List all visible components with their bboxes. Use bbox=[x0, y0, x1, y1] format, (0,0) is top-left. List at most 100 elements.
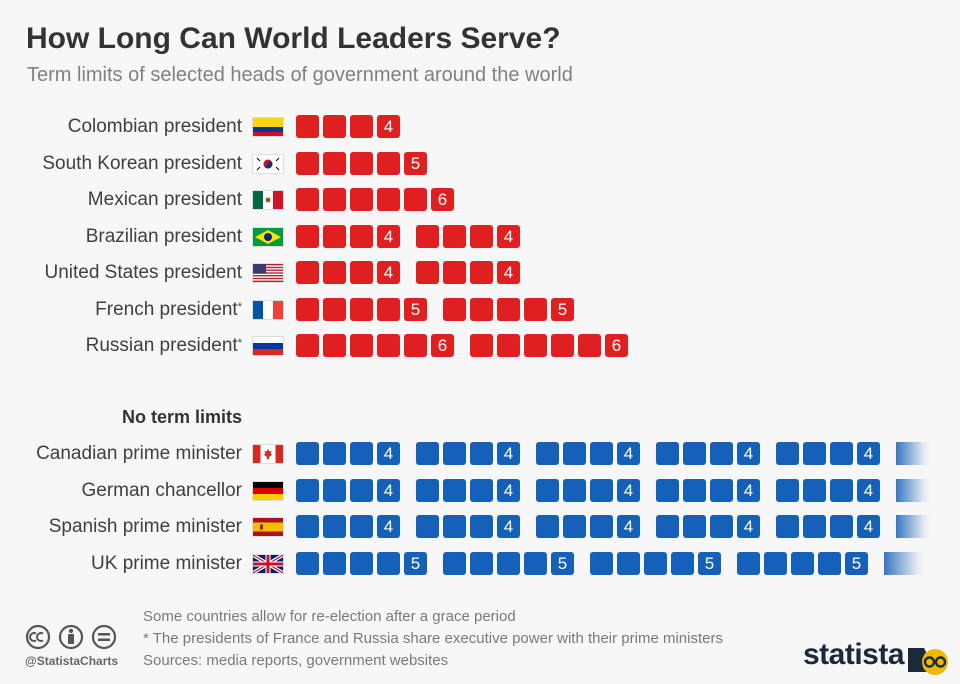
term-length-label: 4 bbox=[377, 225, 400, 248]
year-square bbox=[323, 152, 346, 175]
year-square bbox=[323, 261, 346, 284]
year-square bbox=[524, 552, 547, 575]
year-square bbox=[416, 225, 439, 248]
year-square bbox=[470, 442, 493, 465]
row-label-text: UK prime minister bbox=[91, 553, 242, 574]
footnote-sources: Sources: media reports, government websi… bbox=[143, 652, 449, 669]
term-length-label: 4 bbox=[857, 515, 880, 538]
term-length-label: 4 bbox=[497, 515, 520, 538]
asterisk-mark: * bbox=[237, 337, 242, 349]
year-square bbox=[536, 515, 559, 538]
year-square bbox=[830, 479, 853, 502]
row-label-text: Spanish prime minister bbox=[48, 516, 242, 537]
term-length-label: 4 bbox=[497, 225, 520, 248]
uk-flag bbox=[252, 554, 284, 574]
year-square bbox=[803, 442, 826, 465]
year-square bbox=[470, 479, 493, 502]
year-square bbox=[323, 515, 346, 538]
year-square bbox=[443, 225, 466, 248]
year-square bbox=[323, 442, 346, 465]
year-square bbox=[470, 334, 493, 357]
year-square bbox=[350, 334, 373, 357]
year-square bbox=[404, 334, 427, 357]
year-square bbox=[350, 552, 373, 575]
year-square bbox=[590, 515, 613, 538]
year-square bbox=[776, 479, 799, 502]
year-square bbox=[443, 552, 466, 575]
term-length-label: 5 bbox=[404, 552, 427, 575]
year-square bbox=[683, 442, 706, 465]
year-square bbox=[803, 515, 826, 538]
footnote-asterisk: * The presidents of France and Russia sh… bbox=[143, 630, 723, 647]
term-length-label: 6 bbox=[605, 334, 628, 357]
footnote-grace-period: Some countries allow for re-election aft… bbox=[143, 608, 516, 625]
year-square bbox=[683, 515, 706, 538]
germany-flag bbox=[252, 481, 284, 501]
year-square bbox=[536, 442, 559, 465]
year-square bbox=[323, 225, 346, 248]
term-length-label: 5 bbox=[698, 552, 721, 575]
year-square bbox=[563, 442, 586, 465]
term-length-label: 5 bbox=[404, 152, 427, 175]
term-length-label: 6 bbox=[431, 334, 454, 357]
year-square bbox=[617, 552, 640, 575]
year-square bbox=[296, 115, 319, 138]
year-square bbox=[416, 442, 439, 465]
year-square bbox=[350, 442, 373, 465]
year-square bbox=[644, 552, 667, 575]
term-length-label: 5 bbox=[551, 298, 574, 321]
term-length-label: 4 bbox=[617, 515, 640, 538]
year-square bbox=[590, 479, 613, 502]
year-square bbox=[524, 298, 547, 321]
year-square bbox=[656, 515, 679, 538]
south-korea-flag bbox=[252, 154, 284, 174]
year-square bbox=[296, 298, 319, 321]
year-square bbox=[350, 225, 373, 248]
year-square bbox=[710, 442, 733, 465]
asterisk-mark: * bbox=[237, 301, 242, 313]
term-length-label: 4 bbox=[377, 479, 400, 502]
statista-logo-text: statista bbox=[803, 638, 905, 671]
year-square bbox=[296, 225, 319, 248]
term-length-label: 5 bbox=[404, 298, 427, 321]
row-label-text: United States president bbox=[44, 262, 242, 283]
year-square bbox=[323, 552, 346, 575]
year-square bbox=[350, 261, 373, 284]
row-label-mexican-president: Mexican president bbox=[0, 188, 242, 212]
year-square bbox=[656, 442, 679, 465]
year-square bbox=[776, 515, 799, 538]
year-square bbox=[470, 515, 493, 538]
statista-logo-icon bbox=[908, 648, 948, 675]
year-square bbox=[683, 479, 706, 502]
term-length-label: 4 bbox=[737, 515, 760, 538]
year-square bbox=[350, 115, 373, 138]
continuation-fade bbox=[896, 479, 930, 502]
term-length-label: 4 bbox=[497, 442, 520, 465]
year-square bbox=[443, 515, 466, 538]
year-square bbox=[470, 261, 493, 284]
year-square bbox=[296, 188, 319, 211]
year-square bbox=[296, 515, 319, 538]
row-label-russian-president: Russian president* bbox=[0, 334, 242, 358]
term-length-label: 4 bbox=[377, 115, 400, 138]
year-square bbox=[296, 442, 319, 465]
row-label-text: Mexican president bbox=[87, 189, 242, 210]
year-square bbox=[830, 515, 853, 538]
row-label-text: Canadian prime minister bbox=[36, 443, 242, 464]
year-square bbox=[470, 225, 493, 248]
year-square bbox=[350, 188, 373, 211]
year-square bbox=[296, 334, 319, 357]
year-square bbox=[791, 552, 814, 575]
year-square bbox=[377, 188, 400, 211]
year-square bbox=[323, 115, 346, 138]
row-label-text: Russian president bbox=[85, 335, 238, 356]
year-square bbox=[416, 261, 439, 284]
row-label-south-korean-president: South Korean president bbox=[0, 152, 242, 176]
chart-title: How Long Can World Leaders Serve? bbox=[26, 22, 561, 55]
term-length-label: 4 bbox=[857, 479, 880, 502]
year-square bbox=[323, 188, 346, 211]
year-square bbox=[551, 334, 574, 357]
year-square bbox=[563, 515, 586, 538]
year-square bbox=[671, 552, 694, 575]
year-square bbox=[830, 442, 853, 465]
